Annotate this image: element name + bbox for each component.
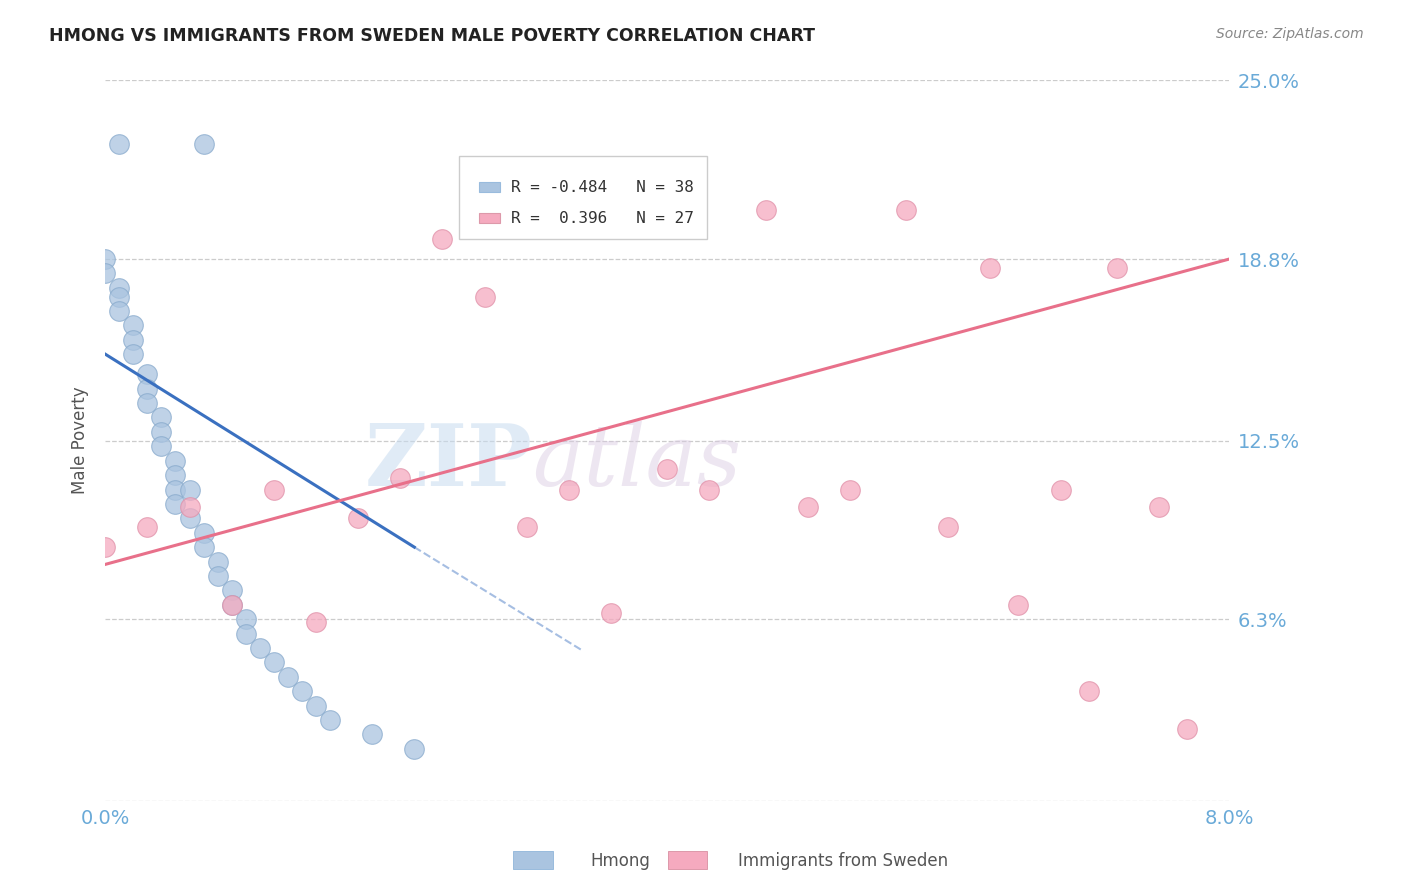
Point [432, 232, 454, 246]
Point [1077, 684, 1099, 698]
Text: Hmong: Hmong [591, 852, 651, 870]
Point [108, 304, 131, 318]
Point [94, 267, 117, 281]
Point [136, 520, 159, 534]
Point [1049, 483, 1071, 497]
Text: atlas: atlas [533, 421, 741, 503]
Point [150, 439, 173, 453]
Point [136, 368, 159, 382]
Point [108, 281, 131, 295]
Text: R = -0.484   N = 38: R = -0.484 N = 38 [510, 180, 693, 195]
Point [235, 612, 257, 626]
Point [122, 333, 145, 347]
Point [165, 483, 187, 497]
Point [221, 583, 243, 598]
Point [361, 727, 384, 741]
Point [207, 555, 229, 569]
Point [754, 203, 776, 218]
Point [165, 453, 187, 467]
Point [1175, 722, 1198, 736]
Point [1105, 260, 1128, 275]
Point [193, 136, 215, 151]
Point [936, 520, 959, 534]
Point [179, 500, 201, 514]
Point [1147, 500, 1170, 514]
Point [136, 382, 159, 396]
Point [165, 497, 187, 511]
Text: Source: ZipAtlas.com: Source: ZipAtlas.com [1216, 27, 1364, 41]
Point [193, 540, 215, 554]
Point [122, 318, 145, 333]
Bar [479, 213, 499, 223]
Point [404, 741, 426, 756]
Point [263, 656, 285, 670]
Point [347, 511, 370, 525]
Point [305, 615, 328, 629]
Point [108, 289, 131, 303]
Point [179, 511, 201, 525]
Point [699, 483, 721, 497]
Point [291, 684, 314, 698]
Point [193, 525, 215, 540]
Point [94, 252, 117, 266]
Bar [479, 182, 499, 192]
Point [796, 500, 818, 514]
Text: ZIP: ZIP [364, 420, 533, 504]
Text: Immigrants from Sweden: Immigrants from Sweden [738, 852, 948, 870]
Point [319, 713, 342, 727]
Point [249, 640, 271, 655]
Point [894, 203, 917, 218]
Point [516, 520, 538, 534]
Point [235, 626, 257, 640]
Point [389, 471, 412, 485]
Point [838, 483, 860, 497]
Y-axis label: Male Poverty: Male Poverty [72, 387, 89, 494]
Point [221, 598, 243, 612]
Point [94, 540, 117, 554]
Point [108, 136, 131, 151]
Point [600, 607, 623, 621]
Point [150, 410, 173, 425]
Point [1007, 598, 1029, 612]
Point [150, 425, 173, 439]
Text: HMONG VS IMMIGRANTS FROM SWEDEN MALE POVERTY CORRELATION CHART: HMONG VS IMMIGRANTS FROM SWEDEN MALE POV… [49, 27, 815, 45]
Point [277, 670, 299, 684]
Text: R =  0.396   N = 27: R = 0.396 N = 27 [510, 211, 693, 226]
Point [979, 260, 1001, 275]
Point [263, 483, 285, 497]
Point [558, 483, 581, 497]
Point [207, 569, 229, 583]
Point [657, 462, 679, 476]
Bar [460, 156, 707, 239]
Point [122, 347, 145, 361]
Point [474, 289, 496, 303]
Point [179, 483, 201, 497]
Point [221, 598, 243, 612]
Point [305, 698, 328, 713]
Point [165, 468, 187, 483]
Point [136, 396, 159, 410]
